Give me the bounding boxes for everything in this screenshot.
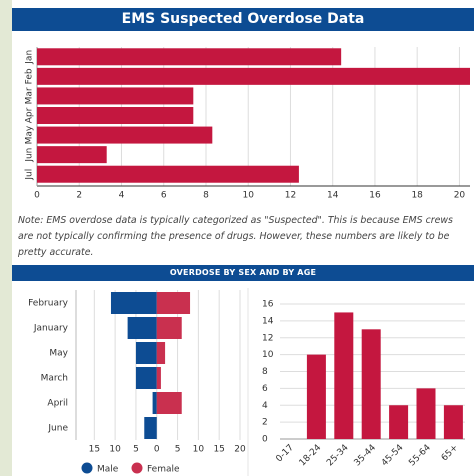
- bar: [37, 67, 470, 85]
- bar: [37, 126, 213, 144]
- bar: [334, 312, 354, 439]
- bar: [37, 48, 342, 66]
- x-tick-label: 8: [203, 191, 209, 201]
- x-tick-label: 15: [89, 445, 100, 455]
- bar: [156, 292, 191, 314]
- bar: [127, 317, 157, 339]
- x-tick-label: 16: [369, 191, 381, 201]
- bar: [37, 165, 299, 183]
- y-tick-label: 14: [262, 316, 274, 326]
- y-tick-label: 10: [262, 350, 274, 360]
- x-tick-label: 0-17: [274, 443, 296, 465]
- x-tick-label: 2: [76, 191, 82, 201]
- y-tick-label: Jan: [25, 50, 35, 65]
- x-tick-label: 0: [34, 191, 40, 201]
- bar: [135, 367, 157, 389]
- bar: [135, 342, 157, 364]
- x-tick-label: 0: [154, 445, 160, 455]
- bar: [37, 87, 194, 105]
- banner-title: EMS Suspected Overdose Data: [12, 8, 474, 31]
- section-title: OVERDOSE BY SEX AND BY AGE: [12, 265, 474, 281]
- y-tick-label: 12: [262, 333, 273, 343]
- bar: [156, 392, 182, 414]
- y-tick-label: Apr: [25, 107, 35, 123]
- y-tick-label: Jun: [25, 148, 35, 163]
- x-tick-label: 5: [133, 445, 139, 455]
- bar: [156, 342, 166, 364]
- bar: [156, 367, 161, 389]
- y-tick-label: June: [47, 424, 68, 434]
- x-tick-label: 4: [119, 191, 125, 201]
- y-tick-label: 16: [262, 300, 274, 310]
- bar: [37, 146, 107, 164]
- bar: [416, 388, 436, 439]
- y-tick-label: 2: [262, 418, 268, 428]
- bar: [306, 354, 326, 439]
- x-tick-label: 10: [242, 191, 254, 201]
- y-tick-label: Feb: [25, 68, 35, 84]
- y-tick-label: March: [41, 374, 68, 384]
- y-tick-label: May: [25, 125, 35, 144]
- bar: [156, 317, 182, 339]
- x-tick-label: 15: [213, 445, 224, 455]
- y-tick-label: May: [49, 349, 68, 359]
- bar: [144, 417, 157, 439]
- y-tick-label: January: [33, 324, 69, 334]
- x-tick-label: 18: [411, 191, 423, 201]
- legend-label: Female: [147, 465, 180, 475]
- bar: [443, 405, 463, 439]
- y-tick-label: 4: [262, 401, 268, 411]
- bar: [389, 405, 409, 439]
- y-tick-label: 0: [262, 435, 268, 445]
- x-tick-label: 45-54: [380, 443, 406, 469]
- bar: [110, 292, 157, 314]
- y-tick-label: Mar: [25, 87, 35, 104]
- x-tick-label: 55-64: [407, 443, 433, 469]
- x-tick-label: 10: [193, 445, 205, 455]
- y-tick-label: February: [28, 299, 69, 309]
- x-tick-label: 25-34: [325, 443, 351, 469]
- legend-swatch: [81, 462, 93, 474]
- x-tick-label: 35-44: [353, 443, 379, 469]
- legend-label: Male: [97, 465, 119, 475]
- y-tick-label: 8: [262, 367, 268, 377]
- bar: [361, 329, 381, 439]
- x-tick-label: 20: [454, 191, 466, 201]
- x-tick-label: 6: [161, 191, 167, 201]
- y-tick-label: Jul: [25, 169, 35, 181]
- x-tick-label: 20: [234, 445, 246, 455]
- x-tick-label: 18-24: [298, 443, 324, 469]
- x-tick-label: 12: [285, 191, 296, 201]
- y-tick-label: April: [47, 399, 68, 409]
- x-tick-label: 65+: [440, 443, 461, 464]
- bar: [37, 107, 194, 124]
- x-tick-label: 10: [109, 445, 121, 455]
- bar: [152, 392, 157, 414]
- legend-swatch: [131, 462, 143, 474]
- x-tick-label: 14: [327, 191, 339, 201]
- x-tick-label: 5: [175, 445, 181, 455]
- note: Note: EMS overdose data is typically cat…: [18, 215, 453, 258]
- y-tick-label: 6: [262, 384, 268, 394]
